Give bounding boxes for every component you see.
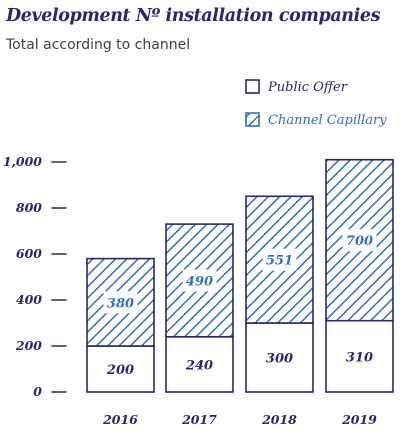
x-tick-label: 2017 xyxy=(181,412,217,427)
bar-value-label: 700 xyxy=(346,234,373,249)
value-label-background xyxy=(103,291,138,314)
legend: Public Offer Channel Capillary xyxy=(245,79,387,128)
bar-segment-public-offer xyxy=(325,319,394,393)
bar-value-label: 310 xyxy=(346,350,373,365)
y-tick-label: 0 xyxy=(33,384,42,399)
x-axis: 2016 2017 2018 2019 xyxy=(102,412,377,427)
chart-title: Development Nº installation companies xyxy=(6,6,381,26)
x-tick-label: 2019 xyxy=(341,412,377,427)
chart-subtitle: Total according to channel xyxy=(6,37,191,53)
y-tick-label: 800 xyxy=(16,200,42,215)
legend-swatch-public-offer xyxy=(245,79,260,94)
legend-label-public-offer: Public Offer xyxy=(267,80,348,95)
y-tick-label: 200 xyxy=(15,338,42,353)
bar-value-label: 380 xyxy=(107,296,134,311)
bar-value-label: 200 xyxy=(106,363,134,378)
bar-value-label: 300 xyxy=(266,352,293,367)
x-tick-label: 2018 xyxy=(261,412,297,427)
bars: 200 380 240 490 300 551 310 700 xyxy=(86,158,394,393)
bar-value-label: 240 xyxy=(185,358,213,373)
value-label-background xyxy=(182,269,217,292)
y-tick-label: 400 xyxy=(16,292,42,307)
bar-segment-public-offer xyxy=(86,345,155,393)
value-label-background xyxy=(342,229,377,252)
y-tick-label: 1,000 xyxy=(3,154,42,169)
bar-segment-public-offer xyxy=(245,322,314,393)
y-axis: 0 200 400 600 800 1,000 xyxy=(3,154,67,399)
legend-swatch-channel-capillary xyxy=(245,112,260,127)
bar-segment-public-offer xyxy=(165,335,234,393)
y-tick-label: 600 xyxy=(16,246,42,261)
x-tick-label: 2016 xyxy=(102,412,138,427)
legend-label-channel-capillary: Channel Capillary xyxy=(268,113,387,128)
bar-value-label: 551 xyxy=(266,254,293,269)
bar-value-label: 490 xyxy=(186,274,213,289)
value-label-background xyxy=(262,248,297,271)
